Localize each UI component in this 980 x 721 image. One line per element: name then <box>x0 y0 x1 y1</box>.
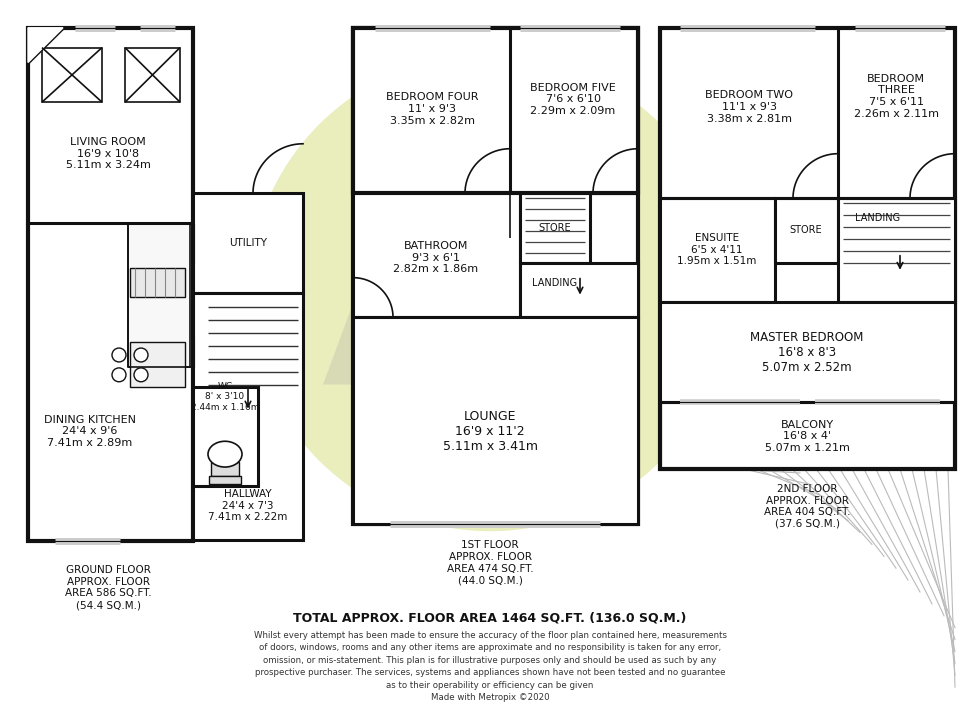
Text: BEDROOM
THREE
7'5 x 6'11
2.26m x 2.11m: BEDROOM THREE 7'5 x 6'11 2.26m x 2.11m <box>854 74 939 118</box>
Bar <box>660 402 955 469</box>
Text: LOUNGE
16'9 x 11'2
5.11m x 3.41m: LOUNGE 16'9 x 11'2 5.11m x 3.41m <box>443 410 537 453</box>
Text: BATHROOM
9'3 x 6'1
2.82m x 1.86m: BATHROOM 9'3 x 6'1 2.82m x 1.86m <box>393 242 478 275</box>
Text: GROUND FLOOR
APPROX. FLOOR
AREA 586 SQ.FT.
(54.4 SQ.M.): GROUND FLOOR APPROX. FLOOR AREA 586 SQ.F… <box>65 565 151 610</box>
Text: TOTAL APPROX. FLOOR AREA 1464 SQ.FT. (136.0 SQ.M.): TOTAL APPROX. FLOOR AREA 1464 SQ.FT. (13… <box>293 612 687 625</box>
Bar <box>209 476 241 484</box>
Text: MASTER BEDROOM
16'8 x 8'3
5.07m x 2.52m: MASTER BEDROOM 16'8 x 8'3 5.07m x 2.52m <box>751 330 863 373</box>
Bar <box>130 342 185 386</box>
Bar <box>28 28 193 541</box>
Text: LIVING ROOM
16'9 x 10'8
5.11m x 3.24m: LIVING ROOM 16'9 x 10'8 5.11m x 3.24m <box>66 137 151 170</box>
Circle shape <box>134 368 148 381</box>
Circle shape <box>134 348 148 362</box>
Text: LANDING: LANDING <box>856 213 901 224</box>
Bar <box>520 262 638 317</box>
Text: BEDROOM FOUR
11' x 9'3
3.35m x 2.82m: BEDROOM FOUR 11' x 9'3 3.35m x 2.82m <box>386 92 478 125</box>
Bar <box>42 48 102 102</box>
Bar <box>660 198 775 302</box>
Ellipse shape <box>208 441 242 467</box>
Bar <box>353 193 520 317</box>
Bar <box>353 28 638 193</box>
Circle shape <box>112 368 126 381</box>
Text: BEDROOM TWO
11'1 x 9'3
3.38m x 2.81m: BEDROOM TWO 11'1 x 9'3 3.38m x 2.81m <box>705 91 793 124</box>
Text: 1ST FLOOR
APPROX. FLOOR
AREA 474 SQ.FT.
(44.0 SQ.M.): 1ST FLOOR APPROX. FLOOR AREA 474 SQ.FT. … <box>447 541 533 585</box>
Bar <box>125 48 180 102</box>
Bar <box>660 28 955 469</box>
Bar <box>775 198 838 262</box>
Polygon shape <box>28 28 63 63</box>
Bar <box>193 193 303 293</box>
Bar <box>130 267 185 298</box>
Text: 2ND FLOOR
APPROX. FLOOR
AREA 404 SQ.FT.
(37.6 SQ.M.): 2ND FLOOR APPROX. FLOOR AREA 404 SQ.FT. … <box>763 484 851 528</box>
Text: AH: AH <box>322 226 658 428</box>
Text: UTILITY: UTILITY <box>229 238 267 248</box>
Bar <box>211 462 239 476</box>
Text: BEDROOM FIVE
7'6 x 6'10
2.29m x 2.09m: BEDROOM FIVE 7'6 x 6'10 2.29m x 2.09m <box>530 83 615 116</box>
Bar <box>520 193 590 262</box>
Bar <box>838 198 955 302</box>
Bar <box>128 223 190 367</box>
Text: LANDING: LANDING <box>532 278 577 288</box>
Text: BALCONY
16'8 x 4'
5.07m x 1.21m: BALCONY 16'8 x 4' 5.07m x 1.21m <box>764 420 850 453</box>
Text: STORE: STORE <box>790 225 822 235</box>
Text: HALLWAY
24'4 x 7'3
7.41m x 2.22m: HALLWAY 24'4 x 7'3 7.41m x 2.22m <box>209 489 288 522</box>
Circle shape <box>112 348 126 362</box>
Bar <box>193 386 258 486</box>
Bar <box>353 317 638 523</box>
Text: ENSUITE
6'5 x 4'11
1.95m x 1.51m: ENSUITE 6'5 x 4'11 1.95m x 1.51m <box>677 234 757 267</box>
Text: STORE: STORE <box>539 223 571 233</box>
Bar <box>353 28 638 523</box>
Text: Whilst every attempt has been made to ensure the accuracy of the floor plan cont: Whilst every attempt has been made to en… <box>254 631 726 702</box>
Bar <box>660 302 955 402</box>
Bar <box>193 293 303 541</box>
Text: DINING KITCHEN
24'4 x 9'6
7.41m x 2.89m: DINING KITCHEN 24'4 x 9'6 7.41m x 2.89m <box>44 415 136 448</box>
Text: WC
8' x 3'10
2.44m x 1.16m: WC 8' x 3'10 2.44m x 1.16m <box>191 381 260 412</box>
Circle shape <box>250 55 730 531</box>
